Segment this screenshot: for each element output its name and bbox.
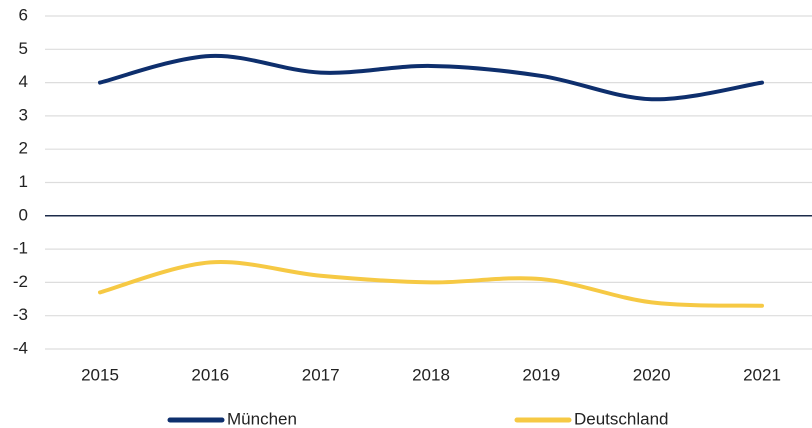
y-tick-label: 2 <box>19 139 28 158</box>
y-tick-label: 4 <box>19 72 28 91</box>
series-line <box>98 260 764 308</box>
y-tick-label: 0 <box>19 205 28 224</box>
y-tick-label: -4 <box>13 338 28 357</box>
y-tick-label: -3 <box>13 305 28 324</box>
y-tick-label: 5 <box>19 39 28 58</box>
y-tick-label: -1 <box>13 239 28 258</box>
legend-label: München <box>227 409 297 428</box>
x-tick-label: 2020 <box>633 365 671 384</box>
x-tick-label: 2018 <box>412 365 450 384</box>
x-tick-label: 2021 <box>743 365 781 384</box>
x-tick-label: 2017 <box>302 365 340 384</box>
y-tick-label: 6 <box>19 5 28 24</box>
x-tick-label: 2019 <box>522 365 560 384</box>
x-tick-label: 2015 <box>81 365 119 384</box>
y-tick-label: 1 <box>19 172 28 191</box>
legend-label: Deutschland <box>574 409 669 428</box>
series-line <box>98 53 764 102</box>
x-tick-label: 2016 <box>191 365 229 384</box>
y-tick-label: 3 <box>19 105 28 124</box>
y-tick-label: -2 <box>13 272 28 291</box>
